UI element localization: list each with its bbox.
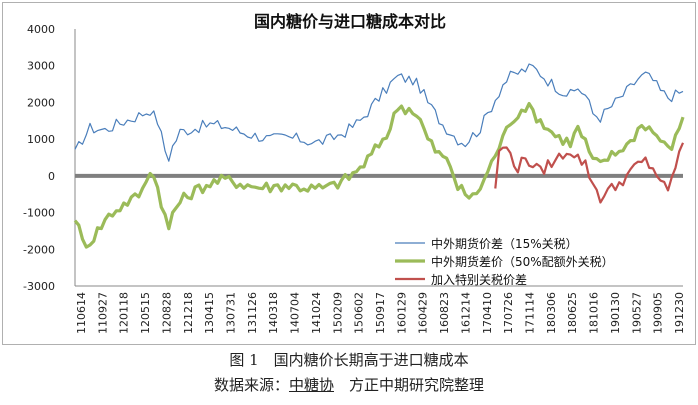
x-tick-label-15: 160129: [395, 292, 408, 334]
source-org-2: 方正中期研究院整理: [349, 376, 485, 394]
y-tick-label-5: -1000: [23, 207, 55, 220]
x-tick-label-6: 130415: [203, 292, 216, 334]
x-tick-label-26: 190527: [630, 292, 643, 334]
x-tick-label-25: 190130: [609, 292, 622, 334]
x-tick-label-16: 160429: [417, 292, 430, 334]
legend-label-1: 中外期货差价（50%配额外关税）: [431, 254, 614, 269]
x-tick-label-8: 131126: [246, 292, 259, 334]
series-line-1: [73, 102, 685, 249]
x-tick-label-0: 110614: [75, 292, 88, 334]
source-caption: 数据来源：中糖协 方正中期研究院整理: [0, 374, 698, 395]
y-tick-label-3: 1000: [27, 133, 55, 146]
x-tick-label-21: 171114: [524, 292, 537, 334]
source-separator: [334, 376, 349, 394]
x-tick-label-4: 120828: [160, 292, 173, 334]
x-tick-label-22: 180306: [545, 292, 558, 334]
x-tick-label-3: 120515: [139, 292, 152, 334]
y-tick-label-6: -2000: [23, 243, 55, 256]
source-org-1: 中糖协: [288, 376, 334, 394]
x-tick-label-28: 191230: [673, 292, 686, 334]
x-tick-label-23: 180625: [566, 292, 579, 334]
y-tick-label-1: 3000: [27, 60, 55, 73]
x-tick-label-18: 161214: [459, 292, 472, 334]
y-tick-label-4: 0: [48, 170, 55, 183]
x-tick-label-10: 140704: [289, 292, 302, 334]
x-tick-label-17: 160823: [438, 292, 451, 334]
y-tick-label-2: 2000: [27, 96, 55, 109]
y-tick-label-0: 4000: [27, 23, 55, 36]
x-tick-label-14: 150917: [374, 292, 387, 334]
x-tick-label-7: 130731: [225, 292, 238, 334]
legend-label-0: 中外期货价差（15%关税）: [431, 236, 578, 251]
series-line-2: [494, 142, 685, 204]
series-line-0: [74, 63, 684, 162]
x-tick-label-20: 170726: [502, 292, 515, 334]
chart-area: 国内糖价与进口糖成本对比 4000 3000 2000 1000 0 -1000 -2000 -…: [2, 2, 696, 345]
figure-caption: 图 1 国内糖价长期高于进口糖成本: [229, 351, 469, 369]
y-tick-label-7: -3000: [23, 280, 55, 293]
x-tick-label-2: 120118: [118, 292, 131, 334]
line-chart: 国内糖价与进口糖成本对比 4000 3000 2000 1000 0 -1000 -2000 -…: [23, 12, 686, 334]
chart-title: 国内糖价与进口糖成本对比: [254, 12, 446, 31]
x-tick-label-24: 181016: [588, 292, 601, 334]
legend-label-2: 加入特别关税价差: [431, 272, 527, 287]
x-tick-label-27: 190905: [652, 292, 665, 334]
x-tick-label-1: 110927: [96, 292, 109, 334]
x-tick-label-5: 121218: [182, 292, 195, 334]
x-tick-label-13: 150602: [353, 292, 366, 334]
source-prefix: 数据来源：: [213, 376, 289, 394]
x-tick-label-9: 140318: [267, 292, 280, 334]
x-tick-label-19: 170410: [481, 292, 494, 334]
x-tick-label-11: 141024: [310, 292, 323, 334]
x-tick-label-12: 150209: [331, 292, 344, 334]
